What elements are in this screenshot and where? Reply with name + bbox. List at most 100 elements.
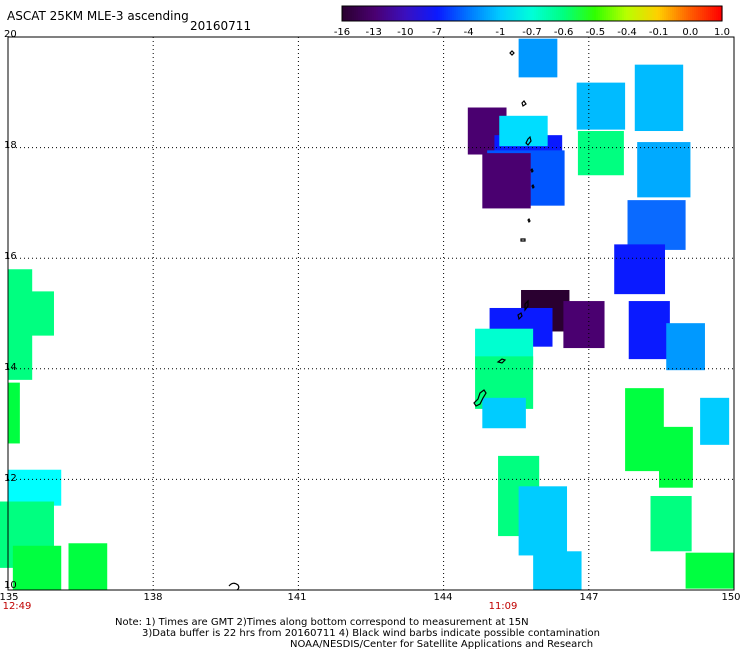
time-label-left: 12:49 xyxy=(2,601,32,612)
colorbar-segment xyxy=(672,6,675,21)
colorbar-segment xyxy=(576,6,579,21)
colorbar-segment xyxy=(632,6,635,21)
colorbar-segment xyxy=(534,6,537,21)
colorbar-segment xyxy=(712,6,715,21)
colorbar-segment xyxy=(342,6,345,21)
footnotes: Note: 1) Times are GMT 2)Times along bot… xyxy=(115,617,600,650)
colorbar-segment xyxy=(590,6,593,21)
colorbar-segment xyxy=(376,6,379,21)
colorbar-segment xyxy=(564,6,567,21)
colorbar-segment xyxy=(718,6,721,21)
lat-lon-grid xyxy=(8,37,734,590)
colorbar-segment xyxy=(380,6,383,21)
colorbar-label: -0.7 xyxy=(522,27,542,38)
lon-label-144: 144 xyxy=(433,592,453,603)
colorbar-segment xyxy=(680,6,683,21)
colorbar-label: -16 xyxy=(333,27,351,38)
colorbar-segment xyxy=(678,6,681,21)
colorbar-segment xyxy=(362,6,365,21)
wind-cell xyxy=(8,269,33,380)
colorbar-label: -1 xyxy=(495,27,506,38)
map-frame xyxy=(7,36,735,591)
colorbar-segment xyxy=(352,6,355,21)
lat-label-20: 20 xyxy=(4,29,17,40)
colorbar-segment xyxy=(706,6,709,21)
colorbar-segment xyxy=(560,6,563,21)
lon-label-150: 150 xyxy=(721,592,740,603)
colorbar-segment xyxy=(434,6,437,21)
colorbar-segment xyxy=(628,6,631,21)
colorbar-segment xyxy=(684,6,687,21)
colorbar-segment xyxy=(358,6,361,21)
colorbar-segment xyxy=(626,6,629,21)
colorbar-segment xyxy=(668,6,671,21)
colorbar-segment xyxy=(586,6,589,21)
lat-label-10: 10 xyxy=(4,580,17,591)
colorbar-segment xyxy=(418,6,421,21)
island-outline xyxy=(228,582,240,591)
wind-cell xyxy=(518,38,558,78)
colorbar-segment xyxy=(382,6,385,21)
colorbar-segment xyxy=(698,6,701,21)
colorbar-segment xyxy=(584,6,587,21)
colorbar-segment xyxy=(444,6,447,21)
colorbar-segment xyxy=(674,6,677,21)
colorbar-segment xyxy=(682,6,685,21)
colorbar-segment xyxy=(580,6,583,21)
colorbar-segment xyxy=(652,6,655,21)
colorbar-segment xyxy=(524,6,527,21)
colorbar-segment xyxy=(398,6,401,21)
colorbar-segment xyxy=(440,6,443,21)
colorbar-segment xyxy=(634,6,637,21)
colorbar-segment xyxy=(462,6,465,21)
colorbar-label: -0.5 xyxy=(585,27,606,38)
wind-cell xyxy=(627,200,686,250)
colorbar-segment xyxy=(420,6,423,21)
colorbar-segment xyxy=(502,6,505,21)
colorbar-segment xyxy=(650,6,653,21)
colorbar-segment xyxy=(470,6,473,21)
colorbar-segment xyxy=(574,6,577,21)
colorbar-label: -0.4 xyxy=(617,27,637,38)
colorbar-segment xyxy=(538,6,541,21)
colorbar-segment xyxy=(346,6,349,21)
colorbar-segment xyxy=(638,6,641,21)
colorbar-segment xyxy=(516,6,519,21)
colorbar-segment xyxy=(412,6,415,21)
colorbar-segment xyxy=(416,6,419,21)
colorbar-segment xyxy=(448,6,451,21)
colorbar-segment xyxy=(692,6,695,21)
island-outline xyxy=(520,238,526,242)
colorbar-segment xyxy=(656,6,659,21)
colorbar-label: -7 xyxy=(432,27,442,38)
colorbar-segment xyxy=(494,6,497,21)
colorbar-segment xyxy=(700,6,703,21)
colorbar-segment xyxy=(514,6,517,21)
colorbar-segment xyxy=(344,6,347,21)
map-date: 20160711 xyxy=(190,19,252,33)
wind-cell xyxy=(650,495,692,552)
colorbar-segment xyxy=(468,6,471,21)
colorbar-segment xyxy=(658,6,661,21)
island-outline xyxy=(525,135,532,146)
colorbar-segment xyxy=(528,6,531,21)
colorbar-segment xyxy=(666,6,669,21)
colorbar-segment xyxy=(504,6,507,21)
colorbar-segment xyxy=(676,6,679,21)
colorbar-segment xyxy=(660,6,663,21)
colorbar-segment xyxy=(370,6,373,21)
colorbar-segment xyxy=(510,6,513,21)
colorbar-segment xyxy=(410,6,413,21)
wind-cell xyxy=(482,397,526,429)
wind-cell xyxy=(577,131,624,176)
colorbar-segment xyxy=(522,6,525,21)
colorbar-segment xyxy=(392,6,395,21)
colorbar-segment xyxy=(536,6,539,21)
colorbar-segment xyxy=(442,6,445,21)
colorbar-segment xyxy=(694,6,697,21)
colorbar-segment xyxy=(540,6,543,21)
lat-label-14: 14 xyxy=(4,362,17,373)
map-title: ASCAT 25KM MLE-3 ascending xyxy=(7,9,189,23)
note-line-3: NOAA/NESDIS/Center for Satellite Applica… xyxy=(290,639,594,650)
colorbar-segment xyxy=(486,6,489,21)
